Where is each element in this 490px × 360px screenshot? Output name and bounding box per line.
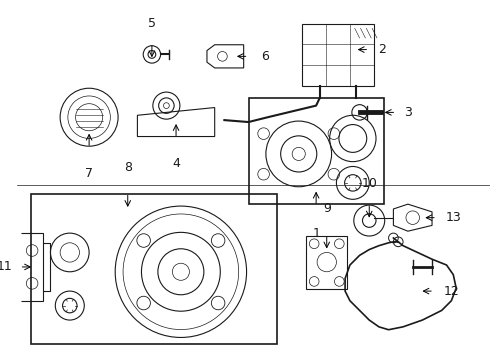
Bar	[302, 23, 374, 86]
Bar	[306, 236, 347, 289]
Text: 9: 9	[323, 202, 331, 216]
Text: 6: 6	[261, 50, 269, 63]
Text: 8: 8	[124, 161, 132, 174]
Text: 4: 4	[172, 157, 180, 170]
Text: 7: 7	[85, 167, 93, 180]
Text: 2: 2	[378, 43, 386, 56]
Text: 3: 3	[404, 106, 412, 119]
Bar	[248, 98, 384, 204]
Bar	[31, 194, 277, 344]
Text: 1: 1	[312, 227, 320, 240]
Text: 11: 11	[0, 260, 12, 274]
Text: 12: 12	[443, 285, 459, 298]
Text: 13: 13	[445, 211, 461, 224]
Text: 10: 10	[361, 177, 377, 190]
Text: 5: 5	[148, 17, 156, 30]
